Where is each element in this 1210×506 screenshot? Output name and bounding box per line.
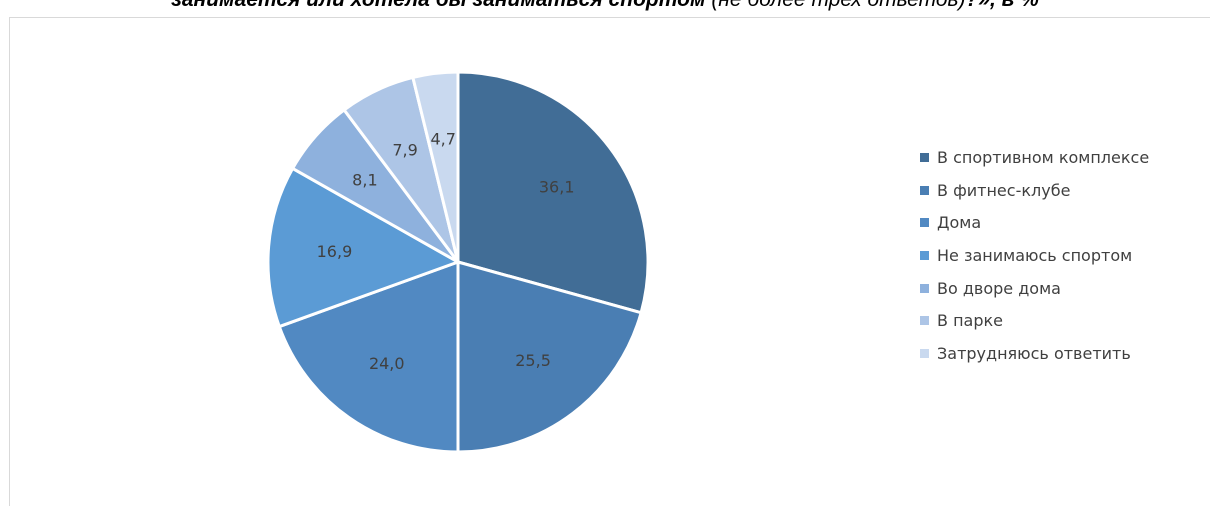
chart-legend: В спортивном комплексе В фитнес-клубе Дома… <box>920 141 1149 370</box>
legend-item-6: В парке <box>920 304 1149 337</box>
chart-title: занимается или хотела бы заниматься спор… <box>0 0 1210 13</box>
legend-label-7: Затрудняюсь ответить <box>937 343 1131 363</box>
legend-label-1: В спортивном комплексе <box>937 147 1150 167</box>
legend-swatch-7 <box>920 348 929 358</box>
legend-item-5: Во дворе дома <box>920 272 1149 305</box>
pie-slice-7 <box>411 70 460 263</box>
legend-swatch-1 <box>920 152 929 162</box>
legend-item-1: В спортивном комплексе <box>920 141 1149 174</box>
legend-swatch-5 <box>920 283 929 293</box>
pie-slice-4 <box>266 166 462 329</box>
pie-slice-2 <box>456 260 643 454</box>
legend-label-6: В парке <box>937 311 1003 331</box>
legend-item-2: В фитнес-клубе <box>920 174 1149 207</box>
pie-slice-1 <box>456 70 650 315</box>
legend-item-3: Дома <box>920 206 1149 239</box>
legend-label-5: Во дворе дома <box>937 278 1061 298</box>
legend-item-7: Затрудняюсь ответить <box>920 337 1149 370</box>
data-label-4: 16,9 <box>317 242 353 261</box>
legend-swatch-4 <box>920 250 929 260</box>
chart-title-tail: ?», в % <box>965 0 1038 11</box>
legend-swatch-2 <box>920 185 929 195</box>
legend-label-4: Не занимаюсь спортом <box>937 245 1133 265</box>
legend-swatch-3 <box>920 218 929 228</box>
legend-label-2: В фитнес-клубе <box>937 180 1071 200</box>
legend-item-4: Не занимаюсь спортом <box>920 239 1149 272</box>
legend-swatch-6 <box>920 316 929 326</box>
data-label-5: 8,1 <box>352 171 377 190</box>
data-label-1: 36,1 <box>539 177 575 196</box>
chart-title-note: (не более трех ответов) <box>705 0 965 11</box>
data-label-7: 4,7 <box>430 129 455 148</box>
data-label-3: 24,0 <box>369 354 405 373</box>
pie-slice-3 <box>277 259 460 454</box>
data-label-2: 25,5 <box>515 351 551 370</box>
legend-label-3: Дома <box>937 213 982 233</box>
chart-title-main: занимается или хотела бы заниматься спор… <box>171 0 705 11</box>
data-label-6: 7,9 <box>392 140 417 159</box>
chart-frame <box>9 17 1210 506</box>
